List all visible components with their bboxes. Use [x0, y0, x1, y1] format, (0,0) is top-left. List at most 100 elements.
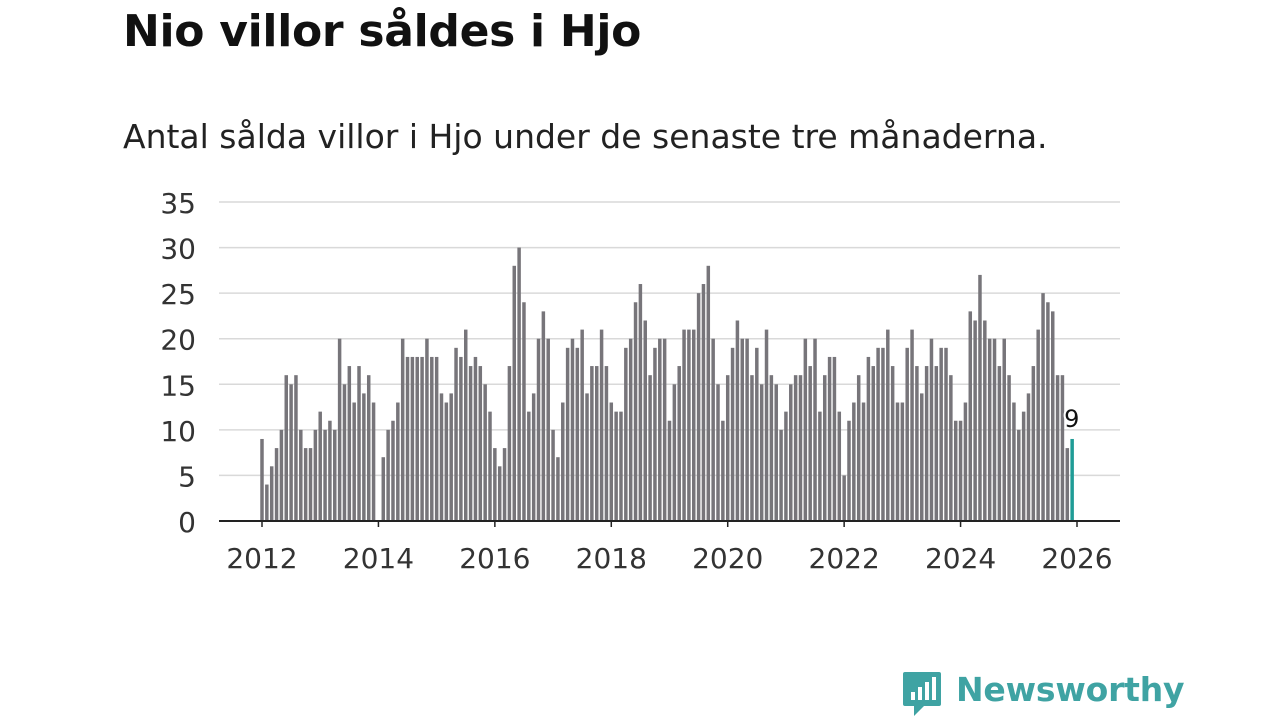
bar [881, 347, 885, 521]
bar [842, 475, 846, 521]
bar [541, 311, 546, 521]
x-tick-label: 2012 [226, 542, 297, 575]
bar [1002, 338, 1006, 521]
bar [837, 411, 842, 521]
bar [876, 347, 880, 521]
bar [396, 402, 400, 521]
bar [454, 347, 458, 521]
bar [915, 366, 919, 521]
x-tick-label: 2022 [809, 542, 880, 575]
bar [934, 366, 939, 521]
bar [638, 284, 643, 521]
bar [1046, 302, 1050, 521]
bar [1065, 448, 1070, 521]
bar [672, 384, 677, 521]
bar [692, 329, 696, 521]
bar [464, 329, 468, 521]
bar [333, 429, 337, 521]
bar [357, 366, 361, 521]
data-labels: 9 [1062, 403, 1081, 435]
bar [342, 384, 347, 521]
bar [609, 402, 614, 521]
bar [968, 311, 973, 521]
bar [779, 429, 783, 521]
bar [434, 356, 439, 521]
bar [531, 393, 536, 521]
x-tick-label: 2014 [343, 542, 414, 575]
bar [522, 302, 526, 521]
bar [662, 338, 667, 521]
bar [706, 265, 711, 521]
bar [953, 420, 958, 521]
bar [900, 402, 905, 521]
bar [633, 302, 638, 521]
bar [599, 329, 604, 521]
bar [750, 375, 754, 521]
bar [730, 347, 735, 521]
bar [822, 375, 827, 521]
bar [973, 320, 977, 521]
y-tick-label: 35 [160, 187, 196, 220]
bar [769, 375, 774, 521]
bar [997, 366, 1002, 521]
bar [371, 402, 376, 521]
bar [502, 448, 507, 521]
bar [1036, 329, 1040, 521]
bar [430, 356, 434, 521]
bar [381, 457, 386, 521]
y-tick-label: 10 [160, 415, 196, 448]
bar [527, 411, 531, 521]
bar [565, 347, 570, 521]
bar [725, 375, 730, 521]
bar [260, 438, 264, 521]
bar [352, 402, 356, 521]
bar [847, 420, 851, 521]
bar [793, 375, 798, 521]
y-tick-label: 0 [178, 506, 196, 539]
bar [459, 356, 463, 521]
x-tick-label: 2024 [925, 542, 996, 575]
bar [604, 366, 609, 521]
y-tick-label: 25 [160, 278, 196, 311]
bar [832, 356, 837, 521]
bar [410, 356, 415, 521]
bar [279, 429, 284, 521]
bar [546, 338, 550, 521]
bar [1031, 366, 1036, 521]
brand-name: Newsworthy [956, 670, 1185, 709]
bar [929, 338, 934, 521]
bar [983, 320, 987, 521]
bar [274, 448, 279, 521]
bar [924, 366, 929, 521]
bar [871, 366, 875, 521]
bar [585, 393, 589, 521]
bar [827, 356, 832, 521]
bar [944, 347, 948, 521]
bar [910, 329, 914, 521]
newsworthy-brand: Newsworthy [902, 670, 1185, 720]
x-tick-label: 2026 [1041, 542, 1112, 575]
y-tick-label: 15 [160, 369, 196, 402]
bar [497, 466, 502, 521]
bar [386, 429, 390, 521]
bar [755, 347, 759, 521]
bar [658, 338, 662, 521]
bar [696, 293, 701, 521]
bar [677, 366, 681, 521]
bar [284, 375, 288, 521]
bar [1021, 411, 1026, 521]
bar [425, 338, 429, 521]
bar [580, 329, 584, 521]
y-tick-label: 5 [178, 460, 196, 493]
bar [808, 366, 812, 521]
bar [818, 411, 822, 521]
bar [1017, 429, 1021, 521]
bar [362, 393, 366, 521]
bar [347, 366, 352, 521]
bar [992, 338, 997, 521]
bar [978, 274, 982, 521]
bar [735, 320, 740, 521]
y-axis-tick-labels: 0 5 10 15 20 25 30 35 [160, 187, 196, 539]
bar [269, 466, 274, 521]
bar-series [260, 247, 1074, 521]
